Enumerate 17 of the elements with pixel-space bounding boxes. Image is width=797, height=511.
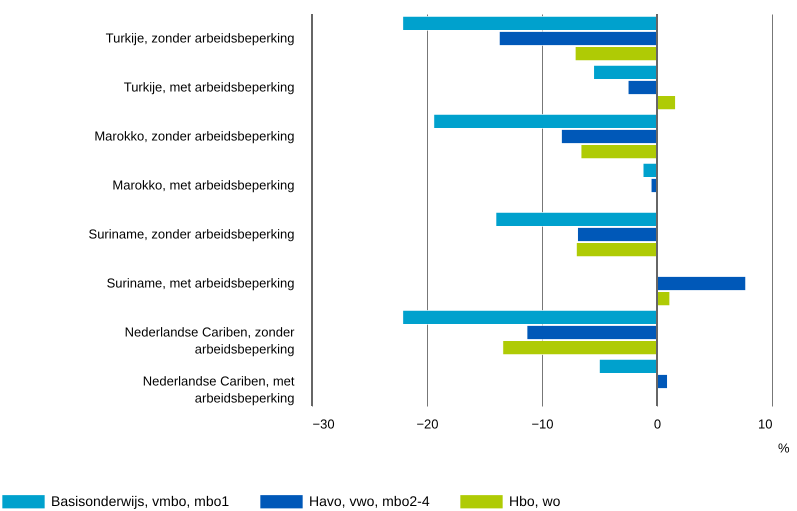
legend-label: Basisonderwijs, vmbo, mbo1 [51,492,230,509]
legend-label: Havo, vwo, mbo2-4 [309,492,430,509]
x-tick-label: −30 [312,416,335,432]
y-tick-label: Suriname, zonder arbeidsbeperking [88,226,294,242]
y-tick-label: Nederlandse Cariben, zonder arbeidsbeperking [124,324,296,356]
x-tick-label: −20 [416,416,439,432]
x-axis-title: % [778,440,790,456]
y-tick-label: Turkije, met arbeidsbeperking [124,80,294,94]
x-tick-label: 10 [758,416,772,432]
y-tick-label: Marokko, zonder arbeidsbeperking [94,128,294,144]
x-tick-label: −10 [531,416,554,432]
legend-label: Hbo, wo [509,492,561,509]
y-tick-label: Turkije, zonder arbeidsbeperking [106,30,294,46]
x-tick-label: 0 [654,416,662,432]
y-tick-label: Nederlandse Cariben, met arbeidsbeperking [142,374,295,406]
y-tick-label: Suriname, met arbeidsbeperking [106,276,294,290]
y-tick-label: Marokko, met arbeidsbeperking [112,178,294,192]
